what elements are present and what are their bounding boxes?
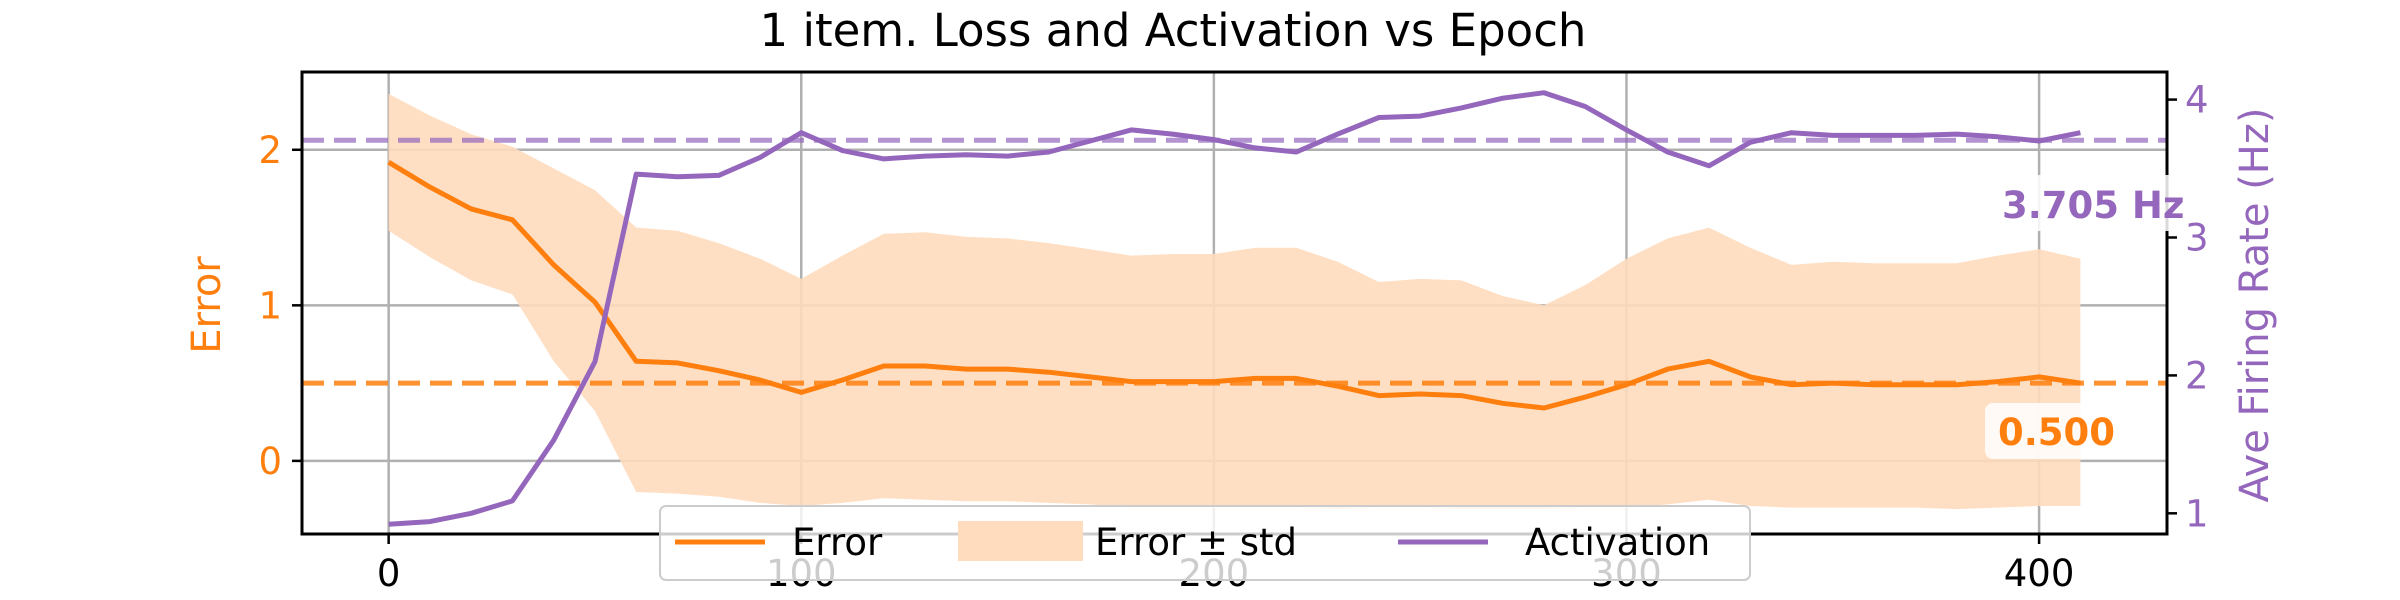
legend-box [659,505,1751,581]
right-tick-label: 2 [2185,354,2209,397]
left-tick-label: 2 [258,129,282,172]
legend-error-label: Error [792,521,883,564]
right-tick-label: 3 [2185,216,2209,259]
series-lines [387,90,2081,527]
left-tick-label: 1 [258,284,282,327]
x-tick-label: 400 [2004,552,2075,595]
legend: Error Error ± std Activation [659,505,1751,581]
right-tick-label: 4 [2185,79,2209,122]
activation-line [388,90,2081,527]
x-tick-label: 0 [377,552,401,595]
error-std-band [388,93,2081,510]
annotation-activation-mean: 3.705 Hz [1992,175,2184,231]
chart-title: 1 item. Loss and Activation vs Epoch [760,4,1587,57]
annotation-activation-mean-text: 3.705 Hz [2002,184,2184,227]
right-tick-label: 1 [2185,492,2209,535]
legend-activation-label: Activation [1525,521,1710,564]
legend-band-label: Error ± std [1095,521,1297,564]
left-axis-ticks: 0 1 2 [258,129,302,483]
error-std-area [388,93,2081,510]
error-line [387,160,2081,411]
left-tick-label: 0 [258,440,282,483]
annotation-error-target-text: 0.500 [1998,411,2115,454]
left-axis-label: Error [184,256,230,354]
annotation-error-target: 0.500 [1985,403,2125,459]
right-axis-ticks: 1 2 3 4 [2167,79,2209,535]
right-axis-label: Ave Firing Rate (Hz) [2232,108,2278,503]
legend-band-swatch [958,521,1083,561]
